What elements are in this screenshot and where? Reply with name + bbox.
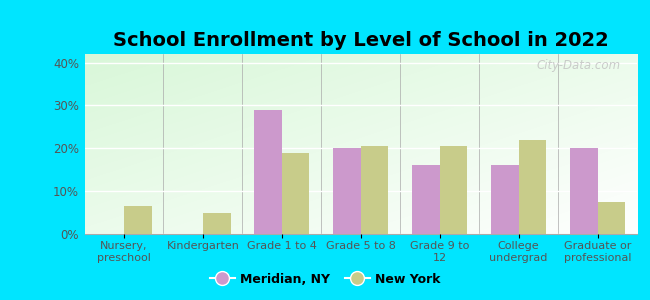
Bar (491, 165, 519, 234)
Title: School Enrollment by Level of School in 2022: School Enrollment by Level of School in … (113, 31, 608, 50)
Bar (124, 206, 151, 234)
Bar (519, 140, 546, 234)
Bar (333, 148, 361, 234)
Bar (254, 110, 282, 234)
Legend: Meridian, NY, New York: Meridian, NY, New York (205, 268, 445, 291)
Text: City-Data.com: City-Data.com (536, 59, 620, 72)
Bar (361, 146, 389, 234)
Bar (439, 146, 467, 234)
Bar (570, 148, 597, 234)
Bar (412, 165, 439, 234)
Bar (282, 153, 309, 234)
Bar (203, 213, 231, 234)
Bar (597, 202, 625, 234)
